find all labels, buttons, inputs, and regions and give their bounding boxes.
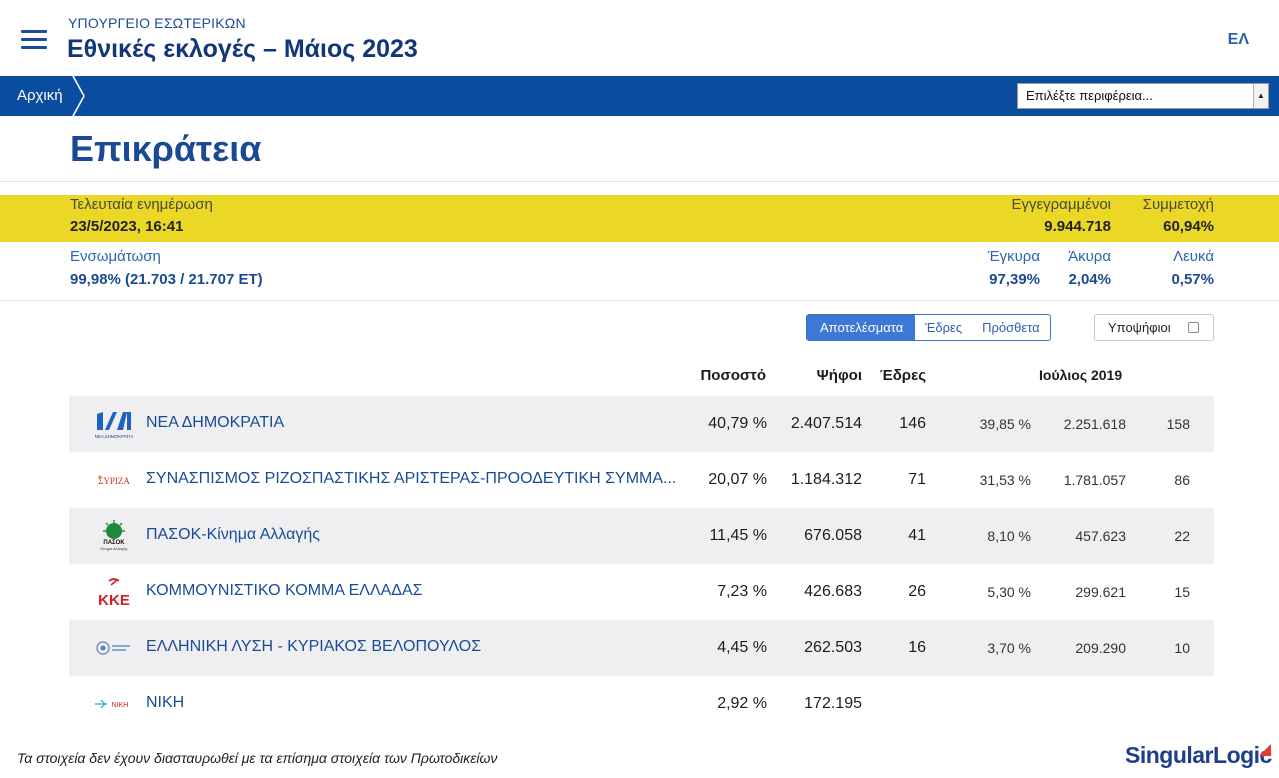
col-header-percent: Ποσοστό: [700, 367, 766, 384]
invalid-value: 2,04%: [1068, 271, 1111, 288]
svg-text:ΚΚΕ: ΚΚΕ: [98, 592, 130, 608]
svg-text:ΝΕΑ ΔΗΜΟΚΡΑΤΙΑ: ΝΕΑ ΔΗΜΟΚΡΑΤΙΑ: [95, 434, 134, 439]
nd-logo-icon: ΝΕΑ ΔΗΜΟΚΡΑΤΙΑ: [95, 412, 134, 439]
divider: [0, 300, 1279, 301]
prev-seats: 22: [1174, 528, 1190, 544]
region-select-value: Επιλέξτε περιφέρεια...: [1026, 88, 1153, 103]
prev-percent: 31,53 %: [979, 472, 1031, 488]
table-row[interactable]: ΝΕΑ ΔΗΜΟΚΡΑΤΙΑ ΝΕΑ ΔΗΜΟΚΡΑΤΙΑ 40,79 % 2.…: [69, 396, 1214, 452]
tab-results[interactable]: Αποτελέσματα: [807, 315, 916, 340]
site-title[interactable]: Εθνικές εκλογές – Μάιος 2023: [67, 35, 418, 63]
party-votes: 1.184.312: [790, 471, 862, 488]
table-row[interactable]: ΕΛΛΗΝΙΚΗ ΛΥΣΗ - ΚΥΡΙΑΚΟΣ ΒΕΛΟΠΟΥΛΟΣ 4,45…: [69, 620, 1214, 676]
candidates-toggle[interactable]: Υποψήφιοι: [1094, 314, 1214, 341]
candidates-checkbox[interactable]: [1188, 322, 1199, 333]
ministry-name: ΥΠΟΥΡΓΕΙΟ ΕΣΩΤΕΡΙΚΩΝ: [68, 15, 246, 31]
blank-label: Λευκά: [1173, 248, 1214, 265]
party-seats: 71: [908, 471, 926, 488]
region-select[interactable]: Επιλέξτε περιφέρεια... ▲: [1017, 83, 1269, 109]
table-row[interactable]: ΚΚΕ ΚΟΜΜΟΥΝΙΣΤΙΚΟ ΚΟΜΜΑ ΕΛΛΑΔΑΣ 7,23 % 4…: [69, 564, 1214, 620]
party-seats: 16: [908, 639, 926, 656]
turnout-label: Συμμετοχή: [1142, 196, 1214, 213]
candidates-label: Υποψήφιοι: [1108, 320, 1171, 335]
prev-seats: 86: [1174, 472, 1190, 488]
party-seats: 146: [899, 415, 926, 432]
svg-text:Κίνημα Αλλαγής: Κίνημα Αλλαγής: [101, 547, 128, 551]
syriza-logo-icon: ΣΥΡΙΖΑ: [98, 475, 130, 486]
col-header-seats: Έδρες: [879, 367, 926, 384]
party-percent: 11,45 %: [709, 527, 767, 544]
party-seats: 41: [908, 527, 926, 544]
svg-text:ΣΥΡΙΖΑ: ΣΥΡΙΖΑ: [98, 476, 130, 486]
party-votes: 676.058: [804, 527, 862, 544]
tab-seats[interactable]: Έδρες: [925, 320, 963, 335]
brand-mark-icon: [1259, 744, 1271, 756]
party-name[interactable]: ΝΕΑ ΔΗΜΟΚΡΑΤΙΑ: [146, 414, 285, 431]
pasok-logo-icon: ΠΑΣΟΚ Κίνημα Αλλαγής: [101, 520, 128, 551]
breadcrumb-home[interactable]: Αρχική: [17, 87, 63, 104]
prev-votes: 1.781.057: [1063, 472, 1126, 488]
party-percent: 7,23 %: [717, 583, 767, 600]
party-percent: 2,92 %: [717, 695, 767, 712]
prev-votes: 209.290: [1075, 640, 1126, 656]
party-votes: 426.683: [804, 583, 862, 600]
table-row[interactable]: ΝΙΚΗ ΝΙΚΗ 2,92 % 172.195: [69, 676, 1214, 732]
table-row[interactable]: ΣΥΡΙΖΑ ΣΥΝΑΣΠΙΣΜΟΣ ΡΙΖΟΣΠΑΣΤΙΚΗΣ ΑΡΙΣΤΕΡ…: [69, 452, 1214, 508]
integration-value: 99,98% (21.703 / 21.707 ΕΤ): [70, 271, 263, 288]
col-header-votes: Ψήφοι: [816, 367, 862, 384]
kke-logo-icon: ΚΚΕ: [98, 578, 130, 608]
integration-label: Ενσωμάτωση: [70, 248, 161, 265]
table-row[interactable]: ΠΑΣΟΚ Κίνημα Αλλαγής ΠΑΣΟΚ-Κίνημα Αλλαγή…: [69, 508, 1214, 564]
brand-logo[interactable]: SingularLogic: [1125, 742, 1272, 769]
last-update-value: 23/5/2023, 16:41: [70, 218, 184, 235]
brand-singular: Singular: [1125, 742, 1214, 768]
party-votes: 172.195: [804, 695, 862, 712]
prev-percent: 3,70 %: [987, 640, 1031, 656]
registered-value: 9.944.718: [1044, 218, 1111, 235]
party-votes: 262.503: [804, 639, 862, 656]
view-toggle: Αποτελέσματα Έδρες Πρόσθετα: [806, 314, 1051, 341]
blank-value: 0,57%: [1171, 271, 1214, 288]
party-name[interactable]: ΕΛΛΗΝΙΚΗ ΛΥΣΗ - ΚΥΡΙΑΚΟΣ ΒΕΛΟΠΟΥΛΟΣ: [146, 638, 482, 655]
invalid-label: Άκυρα: [1068, 248, 1111, 265]
col-header-previous: Ιούλιος 2019: [1039, 367, 1123, 383]
prev-seats: 158: [1166, 416, 1190, 432]
prev-votes: 299.621: [1075, 584, 1126, 600]
last-update-label: Τελευταία ενημέρωση: [70, 196, 213, 213]
page-title: Επικράτεια: [70, 128, 262, 169]
party-percent: 40,79 %: [708, 415, 767, 432]
party-seats: 26: [908, 583, 926, 600]
party-name[interactable]: ΠΑΣΟΚ-Κίνημα Αλλαγής: [146, 526, 321, 543]
breadcrumb-chevron-icon: [72, 76, 85, 116]
prev-votes: 2.251.618: [1063, 416, 1126, 432]
disclaimer-note: Τα στοιχεία δεν έχουν διασταυρωθεί με τα…: [17, 750, 498, 766]
turnout-value: 60,94%: [1163, 218, 1214, 235]
prev-seats: 10: [1174, 640, 1190, 656]
party-percent: 4,45 %: [717, 639, 767, 656]
language-switch[interactable]: ΕΛ: [1227, 31, 1249, 48]
valid-value: 97,39%: [989, 271, 1040, 288]
tab-extra[interactable]: Πρόσθετα: [982, 320, 1040, 335]
registered-label: Εγγεγραμμένοι: [1011, 196, 1111, 213]
svg-text:ΝΙΚΗ: ΝΙΚΗ: [112, 702, 129, 709]
select-arrow-icon: ▲: [1253, 84, 1268, 108]
party-name[interactable]: ΚΟΜΜΟΥΝΙΣΤΙΚΟ ΚΟΜΜΑ ΕΛΛΑΔΑΣ: [146, 582, 423, 599]
valid-label: Έγκυρα: [987, 248, 1040, 265]
svg-text:ΠΑΣΟΚ: ΠΑΣΟΚ: [103, 540, 125, 546]
divider: [0, 181, 1279, 182]
party-percent: 20,07 %: [708, 471, 767, 488]
party-name[interactable]: ΣΥΝΑΣΠΙΣΜΟΣ ΡΙΖΟΣΠΑΣΤΙΚΗΣ ΑΡΙΣΤΕΡΑΣ-ΠΡΟΟ…: [146, 470, 677, 487]
party-name[interactable]: ΝΙΚΗ: [146, 694, 185, 711]
prev-percent: 8,10 %: [987, 528, 1031, 544]
prev-percent: 5,30 %: [987, 584, 1031, 600]
elliniki-lysi-logo-icon: [96, 641, 130, 655]
party-votes: 2.407.514: [790, 415, 862, 432]
prev-votes: 457.623: [1075, 528, 1126, 544]
top-header: ΥΠΟΥΡΓΕΙΟ ΕΣΩΤΕΡΙΚΩΝ Εθνικές εκλογές – Μ…: [0, 0, 1279, 76]
prev-seats: 15: [1174, 584, 1190, 600]
update-strip: [0, 195, 1279, 242]
niki-logo-icon: ΝΙΚΗ: [95, 699, 129, 709]
hamburger-menu-icon[interactable]: [21, 30, 47, 50]
prev-percent: 39,85 %: [979, 416, 1031, 432]
